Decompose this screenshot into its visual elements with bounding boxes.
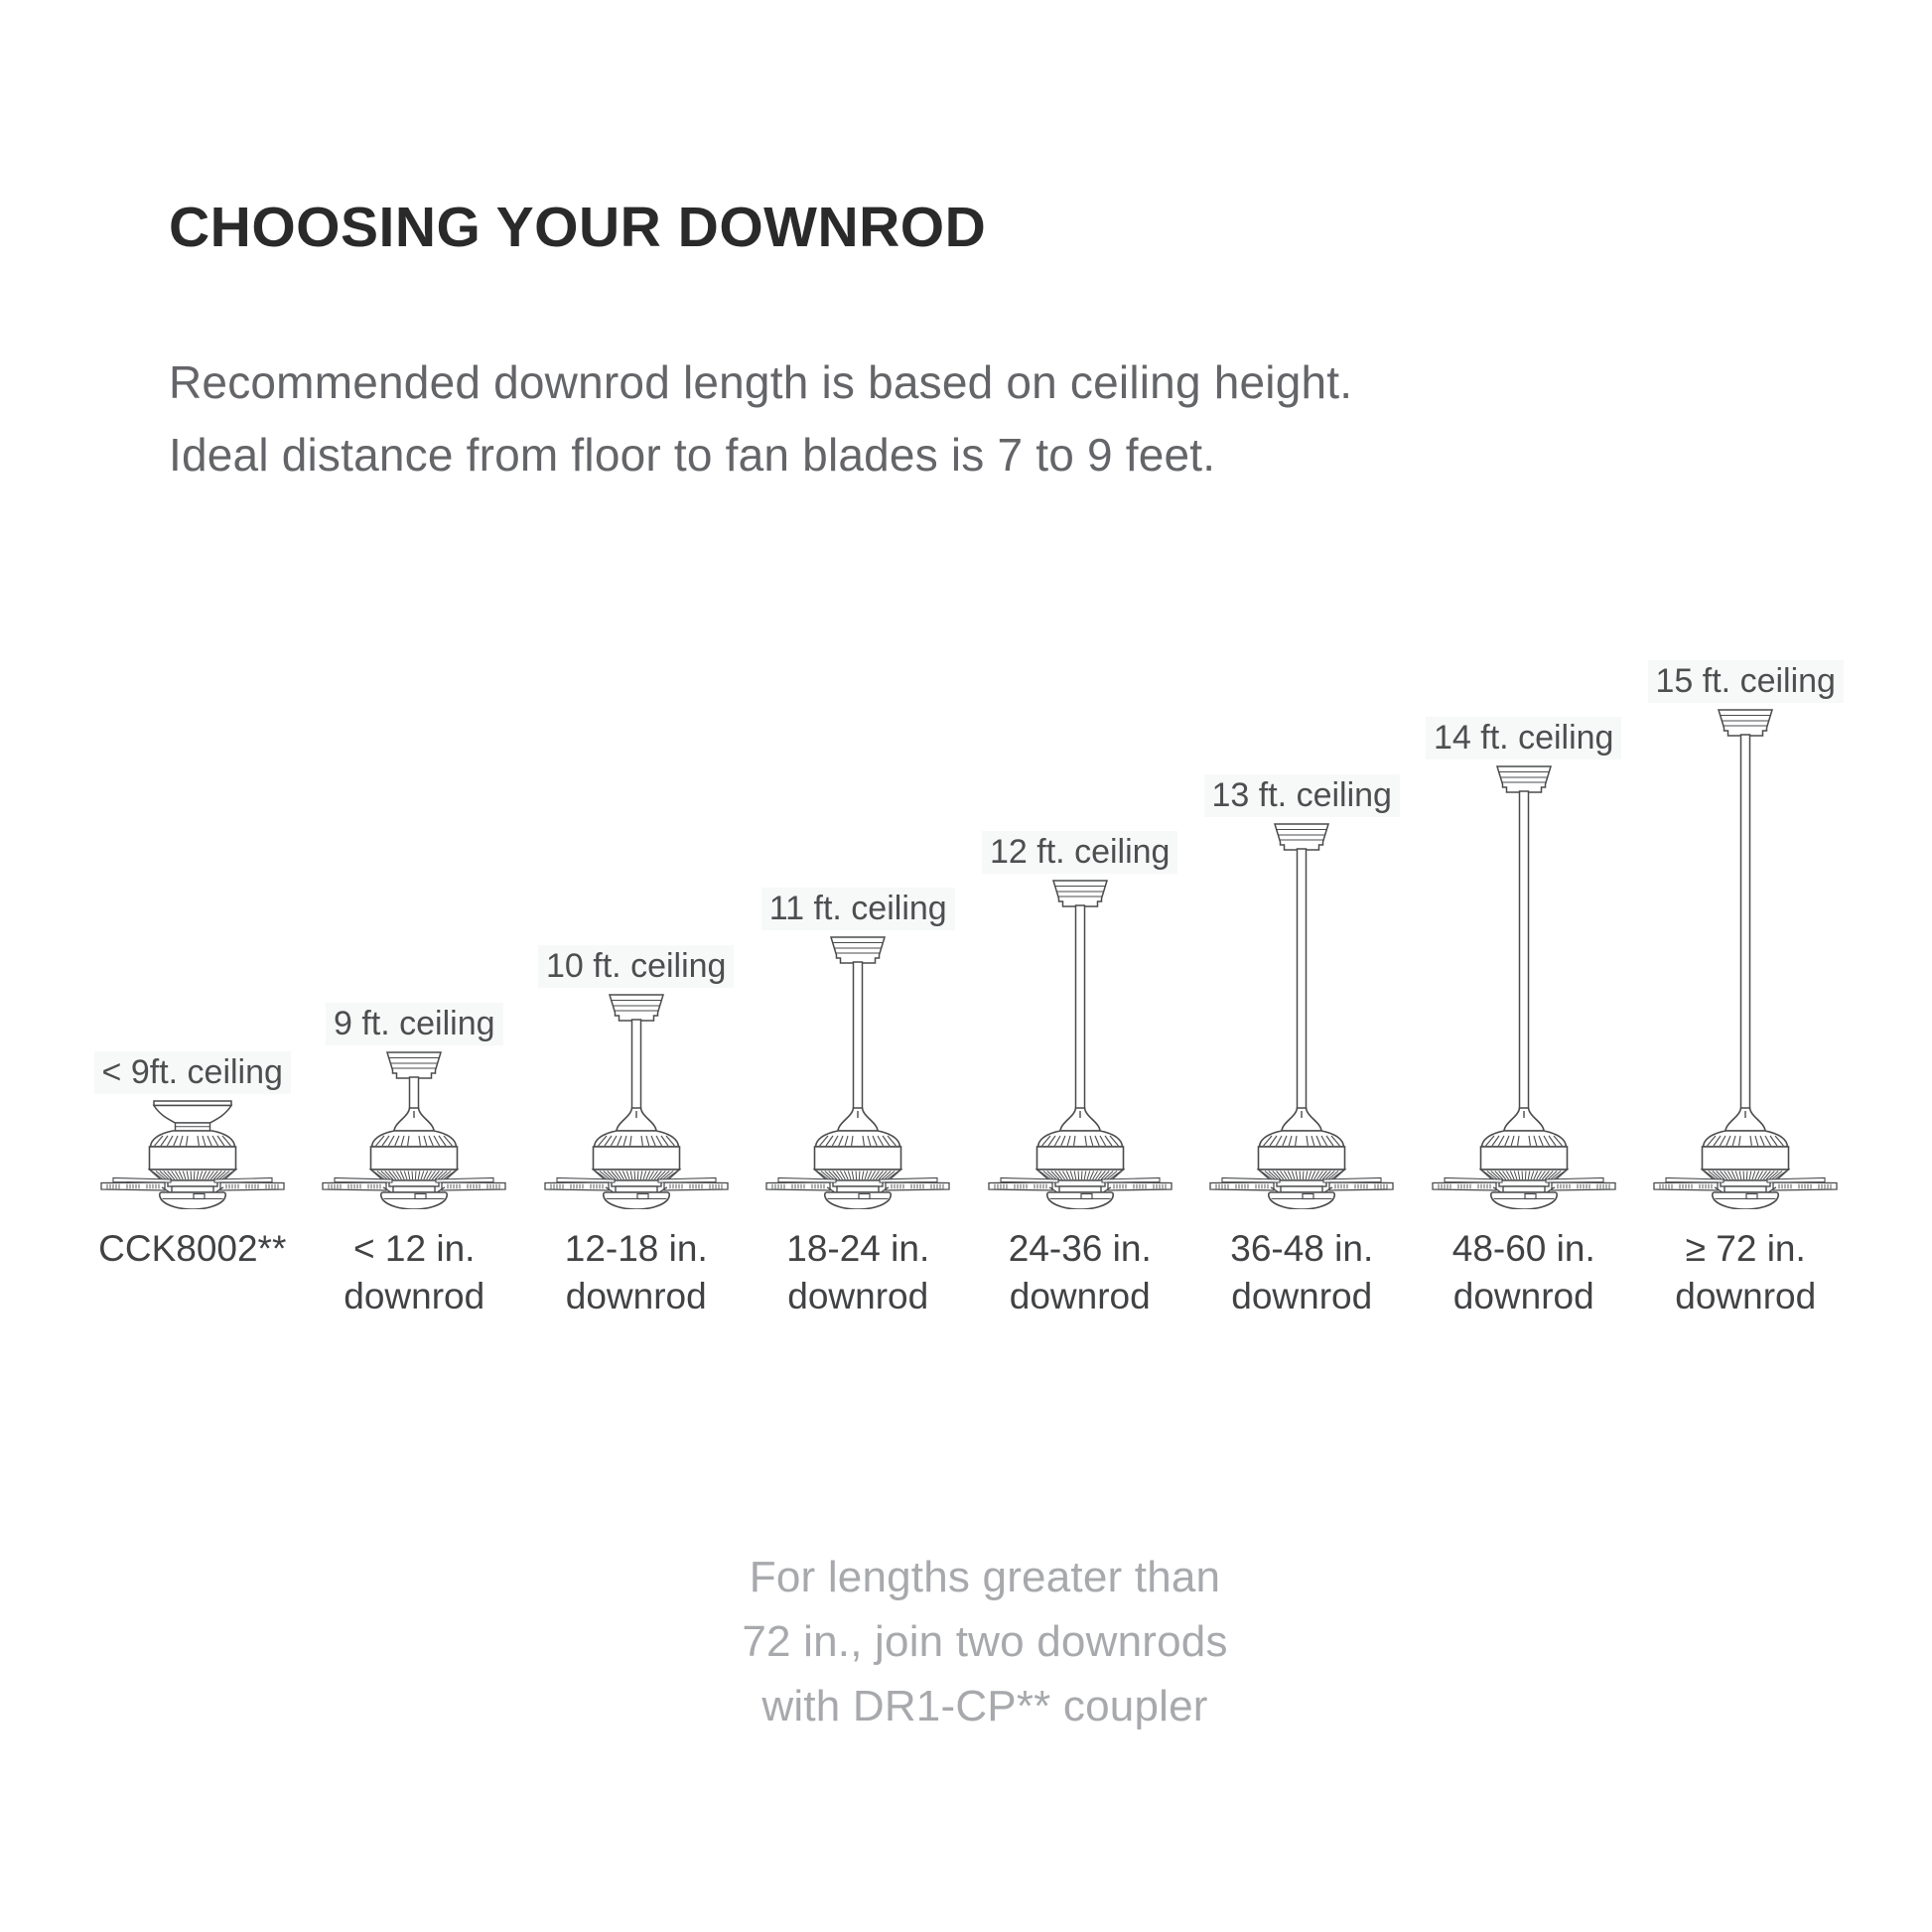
ceiling-height-label: 15 ft. ceiling <box>1647 660 1844 703</box>
fan-illustration-wrap <box>81 1100 304 1209</box>
ceiling-fan-illustration <box>1209 823 1394 1209</box>
downrod-label-line-2: downrod <box>1009 1276 1151 1316</box>
downrod-length-label: 48-60 in. downrod <box>1452 1225 1595 1320</box>
downrod-length-label: 36-48 in. downrod <box>1230 1225 1373 1320</box>
fan-column: 9 ft. ceiling < 12 in. downrod <box>304 596 526 1320</box>
fan-illustration-wrap <box>1413 765 1635 1209</box>
fan-illustration-wrap <box>525 994 748 1209</box>
downrod-length-label: 18-24 in. downrod <box>786 1225 929 1320</box>
fan-column: 12 ft. ceiling 24-36 in. downrod <box>969 596 1191 1320</box>
downrod-label-line-1: 48-60 in. <box>1451 1228 1595 1269</box>
fan-illustration-wrap <box>747 936 969 1209</box>
fan-column: 11 ft. ceiling 18-24 in. downrod <box>748 596 970 1320</box>
downrod-length-label: ≥ 72 in. downrod <box>1675 1225 1816 1320</box>
downrod-label-line-2: downrod <box>565 1276 707 1316</box>
downrod-label-line-1: CCK8002** <box>98 1228 287 1269</box>
downrod-label-line-1: 36-48 in. <box>1230 1228 1374 1269</box>
downrod-label-line-2: downrod <box>1452 1276 1594 1316</box>
ceiling-fan-illustration <box>1432 765 1616 1209</box>
ceiling-fan-illustration <box>544 994 729 1209</box>
fan-column: 10 ft. ceiling 12-18 in. downrod <box>525 596 748 1320</box>
downrod-label-line-1: < 12 in. <box>353 1228 476 1269</box>
downrod-label-line-1: 12-18 in. <box>564 1228 708 1269</box>
downrod-label-line-2: downrod <box>1231 1276 1373 1316</box>
fan-column: 15 ft. ceiling ≥ 72 in. downrod <box>1635 596 1858 1320</box>
downrod-label-line-1: 18-24 in. <box>786 1228 930 1269</box>
ceiling-height-label: 12 ft. ceiling <box>982 831 1178 874</box>
fan-illustration-wrap <box>969 880 1191 1209</box>
fan-row: < 9ft. ceiling CCK8002** 9 ft. ceiling < 12… <box>81 596 1857 1320</box>
ceiling-fan-illustration <box>322 1051 506 1209</box>
footnote-line-1: For lengths greater than <box>749 1553 1221 1601</box>
ceiling-fan-illustration <box>1653 709 1838 1209</box>
fan-illustration-wrap <box>1190 823 1413 1209</box>
ceiling-height-label: 9 ft. ceiling <box>325 1003 503 1045</box>
subtitle: Recommended downrod length is based on c… <box>169 346 1352 491</box>
downrod-length-label: 24-36 in. downrod <box>1009 1225 1152 1320</box>
ceiling-height-label: 13 ft. ceiling <box>1203 774 1400 817</box>
fan-column: 14 ft. ceiling 48-60 in. downrod <box>1413 596 1635 1320</box>
downrod-label-line-2: downrod <box>787 1276 929 1316</box>
ceiling-height-label: 10 ft. ceiling <box>538 945 735 988</box>
downrod-length-label: CCK8002** <box>98 1225 286 1320</box>
page-title: CHOOSING YOUR DOWNROD <box>169 196 987 259</box>
downrod-length-label: < 12 in. downrod <box>344 1225 484 1320</box>
downrod-label-line-2: downrod <box>344 1276 485 1316</box>
fan-illustration-wrap <box>303 1051 525 1209</box>
downrod-label-line-1: ≥ 72 in. <box>1685 1228 1806 1269</box>
ceiling-height-label: 11 ft. ceiling <box>760 888 955 930</box>
downrod-label-line-2: downrod <box>1675 1276 1817 1316</box>
footnote: For lengths greater than 72 in., join tw… <box>588 1545 1382 1738</box>
footnote-line-2: 72 in., join two downrods <box>742 1617 1228 1666</box>
downrod-label-line-1: 24-36 in. <box>1008 1228 1152 1269</box>
ceiling-height-label: 14 ft. ceiling <box>1426 717 1622 759</box>
subtitle-line-1: Recommended downrod length is based on c… <box>169 356 1353 408</box>
ceiling-fan-illustration <box>100 1100 285 1209</box>
fan-column: 13 ft. ceiling 36-48 in. downrod <box>1191 596 1414 1320</box>
ceiling-fan-illustration <box>765 936 950 1209</box>
downrod-length-label: 12-18 in. downrod <box>565 1225 708 1320</box>
ceiling-height-label: < 9ft. ceiling <box>93 1051 291 1094</box>
footnote-line-3: with DR1-CP** coupler <box>761 1682 1208 1730</box>
fan-illustration-wrap <box>1634 709 1857 1209</box>
fan-column: < 9ft. ceiling CCK8002** <box>81 596 304 1320</box>
subtitle-line-2: Ideal distance from floor to fan blades … <box>169 429 1216 481</box>
ceiling-fan-illustration <box>988 880 1173 1209</box>
